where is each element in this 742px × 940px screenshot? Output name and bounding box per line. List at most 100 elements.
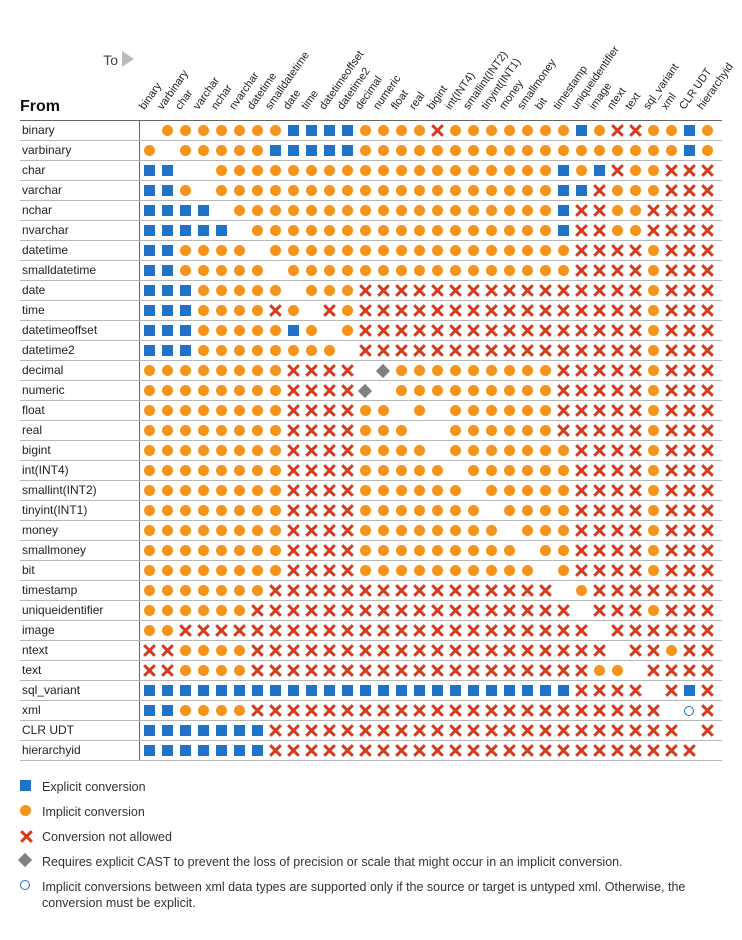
implicit-icon — [288, 245, 299, 256]
matrix-cell — [374, 341, 392, 360]
matrix-cell — [266, 401, 284, 420]
matrix-cell — [608, 661, 626, 680]
matrix-cell — [518, 701, 536, 720]
not-allowed-icon — [485, 304, 498, 317]
matrix-cell — [410, 541, 428, 560]
implicit-icon — [180, 245, 191, 256]
not-allowed-icon — [359, 664, 372, 677]
matrix-cell — [446, 181, 464, 200]
matrix-cell — [230, 481, 248, 500]
matrix-cell — [302, 341, 320, 360]
implicit-icon — [486, 265, 497, 276]
matrix-cell — [680, 521, 698, 540]
matrix-cell — [464, 221, 482, 240]
matrix-cell — [680, 221, 698, 240]
implicit-icon — [252, 125, 263, 136]
matrix-cell — [464, 721, 482, 740]
matrix-cell — [572, 521, 590, 540]
implicit-icon — [144, 365, 155, 376]
matrix-cell — [392, 221, 410, 240]
matrix-cell — [500, 361, 518, 380]
matrix-cell — [680, 681, 698, 700]
implicit-icon — [288, 165, 299, 176]
not-allowed-icon — [683, 324, 696, 337]
matrix-cell — [302, 621, 320, 640]
matrix-cell — [554, 481, 572, 500]
implicit-icon — [198, 525, 209, 536]
not-allowed-icon — [341, 644, 354, 657]
matrix-cell — [644, 741, 662, 760]
matrix-cell — [194, 501, 212, 520]
matrix-cell — [320, 221, 338, 240]
matrix-cell — [662, 281, 680, 300]
implicit-icon — [20, 805, 31, 816]
not-allowed-icon — [593, 224, 606, 237]
matrix-cell — [482, 461, 500, 480]
not-allowed-icon — [269, 664, 282, 677]
matrix-cell — [446, 321, 464, 340]
implicit-icon — [234, 325, 245, 336]
matrix-cell — [140, 321, 158, 340]
not-allowed-icon — [521, 284, 534, 297]
matrix-cell — [428, 221, 446, 240]
not-allowed-icon — [665, 424, 678, 437]
matrix-cell — [410, 121, 428, 140]
implicit-icon — [450, 525, 461, 536]
matrix-cell — [194, 601, 212, 620]
matrix-cell — [464, 501, 482, 520]
not-allowed-icon — [683, 524, 696, 537]
matrix-cell — [176, 401, 194, 420]
matrix-cell — [536, 461, 554, 480]
not-allowed-icon — [665, 504, 678, 517]
matrix-cell — [248, 281, 266, 300]
matrix-cell — [140, 641, 158, 660]
implicit-icon — [180, 565, 191, 576]
matrix-cell — [284, 381, 302, 400]
matrix-cell — [572, 221, 590, 240]
row-label: int(INT4) — [20, 461, 140, 480]
not-allowed-icon — [323, 604, 336, 617]
not-allowed-icon — [665, 364, 678, 377]
matrix-cell — [554, 701, 572, 720]
matrix-cell — [644, 281, 662, 300]
matrix-cell — [248, 641, 266, 660]
matrix-cell — [338, 561, 356, 580]
implicit-icon — [234, 605, 245, 616]
matrix-cell — [698, 481, 716, 500]
matrix-cell — [176, 361, 194, 380]
matrix-cell — [374, 421, 392, 440]
matrix-cell — [356, 741, 374, 760]
not-allowed-icon — [413, 284, 426, 297]
matrix-cell — [464, 441, 482, 460]
matrix-cell — [644, 601, 662, 620]
not-allowed-icon — [611, 444, 624, 457]
implicit-icon — [162, 565, 173, 576]
not-allowed-icon — [485, 744, 498, 757]
matrix-cell — [392, 641, 410, 660]
implicit-icon — [432, 505, 443, 516]
matrix-cell — [266, 261, 284, 280]
implicit-icon — [504, 385, 515, 396]
matrix-cell — [176, 241, 194, 260]
matrix-cell — [590, 721, 608, 740]
explicit-icon — [198, 685, 209, 696]
matrix-cell — [176, 541, 194, 560]
matrix-row: numeric — [20, 381, 722, 401]
not-allowed-icon — [359, 304, 372, 317]
matrix-cell — [338, 481, 356, 500]
implicit-icon — [558, 145, 569, 156]
matrix-cell — [572, 361, 590, 380]
not-allowed-icon — [629, 704, 642, 717]
not-allowed-icon — [449, 664, 462, 677]
not-allowed-icon — [431, 664, 444, 677]
matrix-row: binary — [20, 121, 722, 141]
matrix-cell — [608, 521, 626, 540]
matrix-cell — [356, 401, 374, 420]
implicit-icon — [162, 385, 173, 396]
matrix-row: money — [20, 521, 722, 541]
matrix-cell — [212, 181, 230, 200]
not-allowed-icon — [287, 504, 300, 517]
not-allowed-icon — [413, 344, 426, 357]
not-allowed-icon — [521, 644, 534, 657]
matrix-cell — [464, 641, 482, 660]
